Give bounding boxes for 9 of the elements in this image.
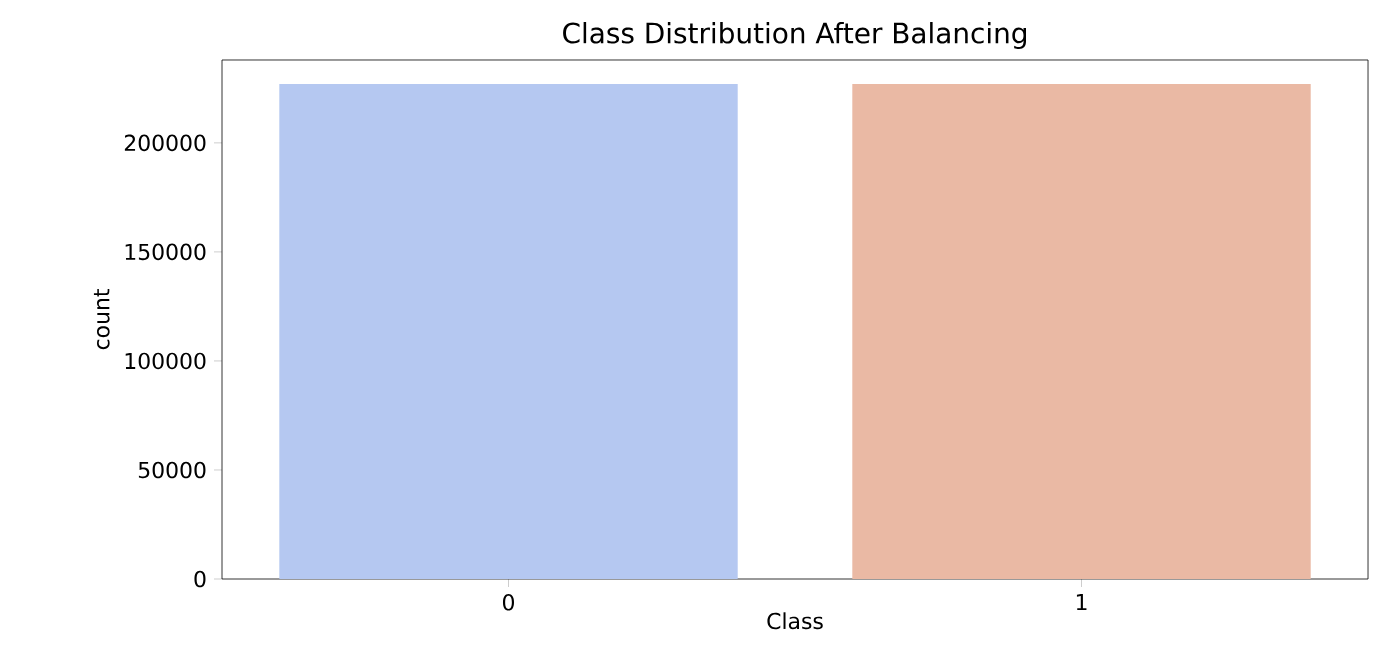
x-tick-label: 1 xyxy=(1076,594,1087,611)
y-tick-label: 0 xyxy=(194,570,206,588)
chart-title: Class Distribution After Balancing xyxy=(563,22,1026,50)
y-axis-title: count xyxy=(93,289,110,350)
y-tick-label: 100000 xyxy=(125,352,206,370)
y-tick-label: 50000 xyxy=(138,461,206,479)
y-tick-label: 150000 xyxy=(125,243,206,261)
y-tick-label: 200000 xyxy=(124,134,206,152)
x-axis-title: Class xyxy=(767,612,823,630)
